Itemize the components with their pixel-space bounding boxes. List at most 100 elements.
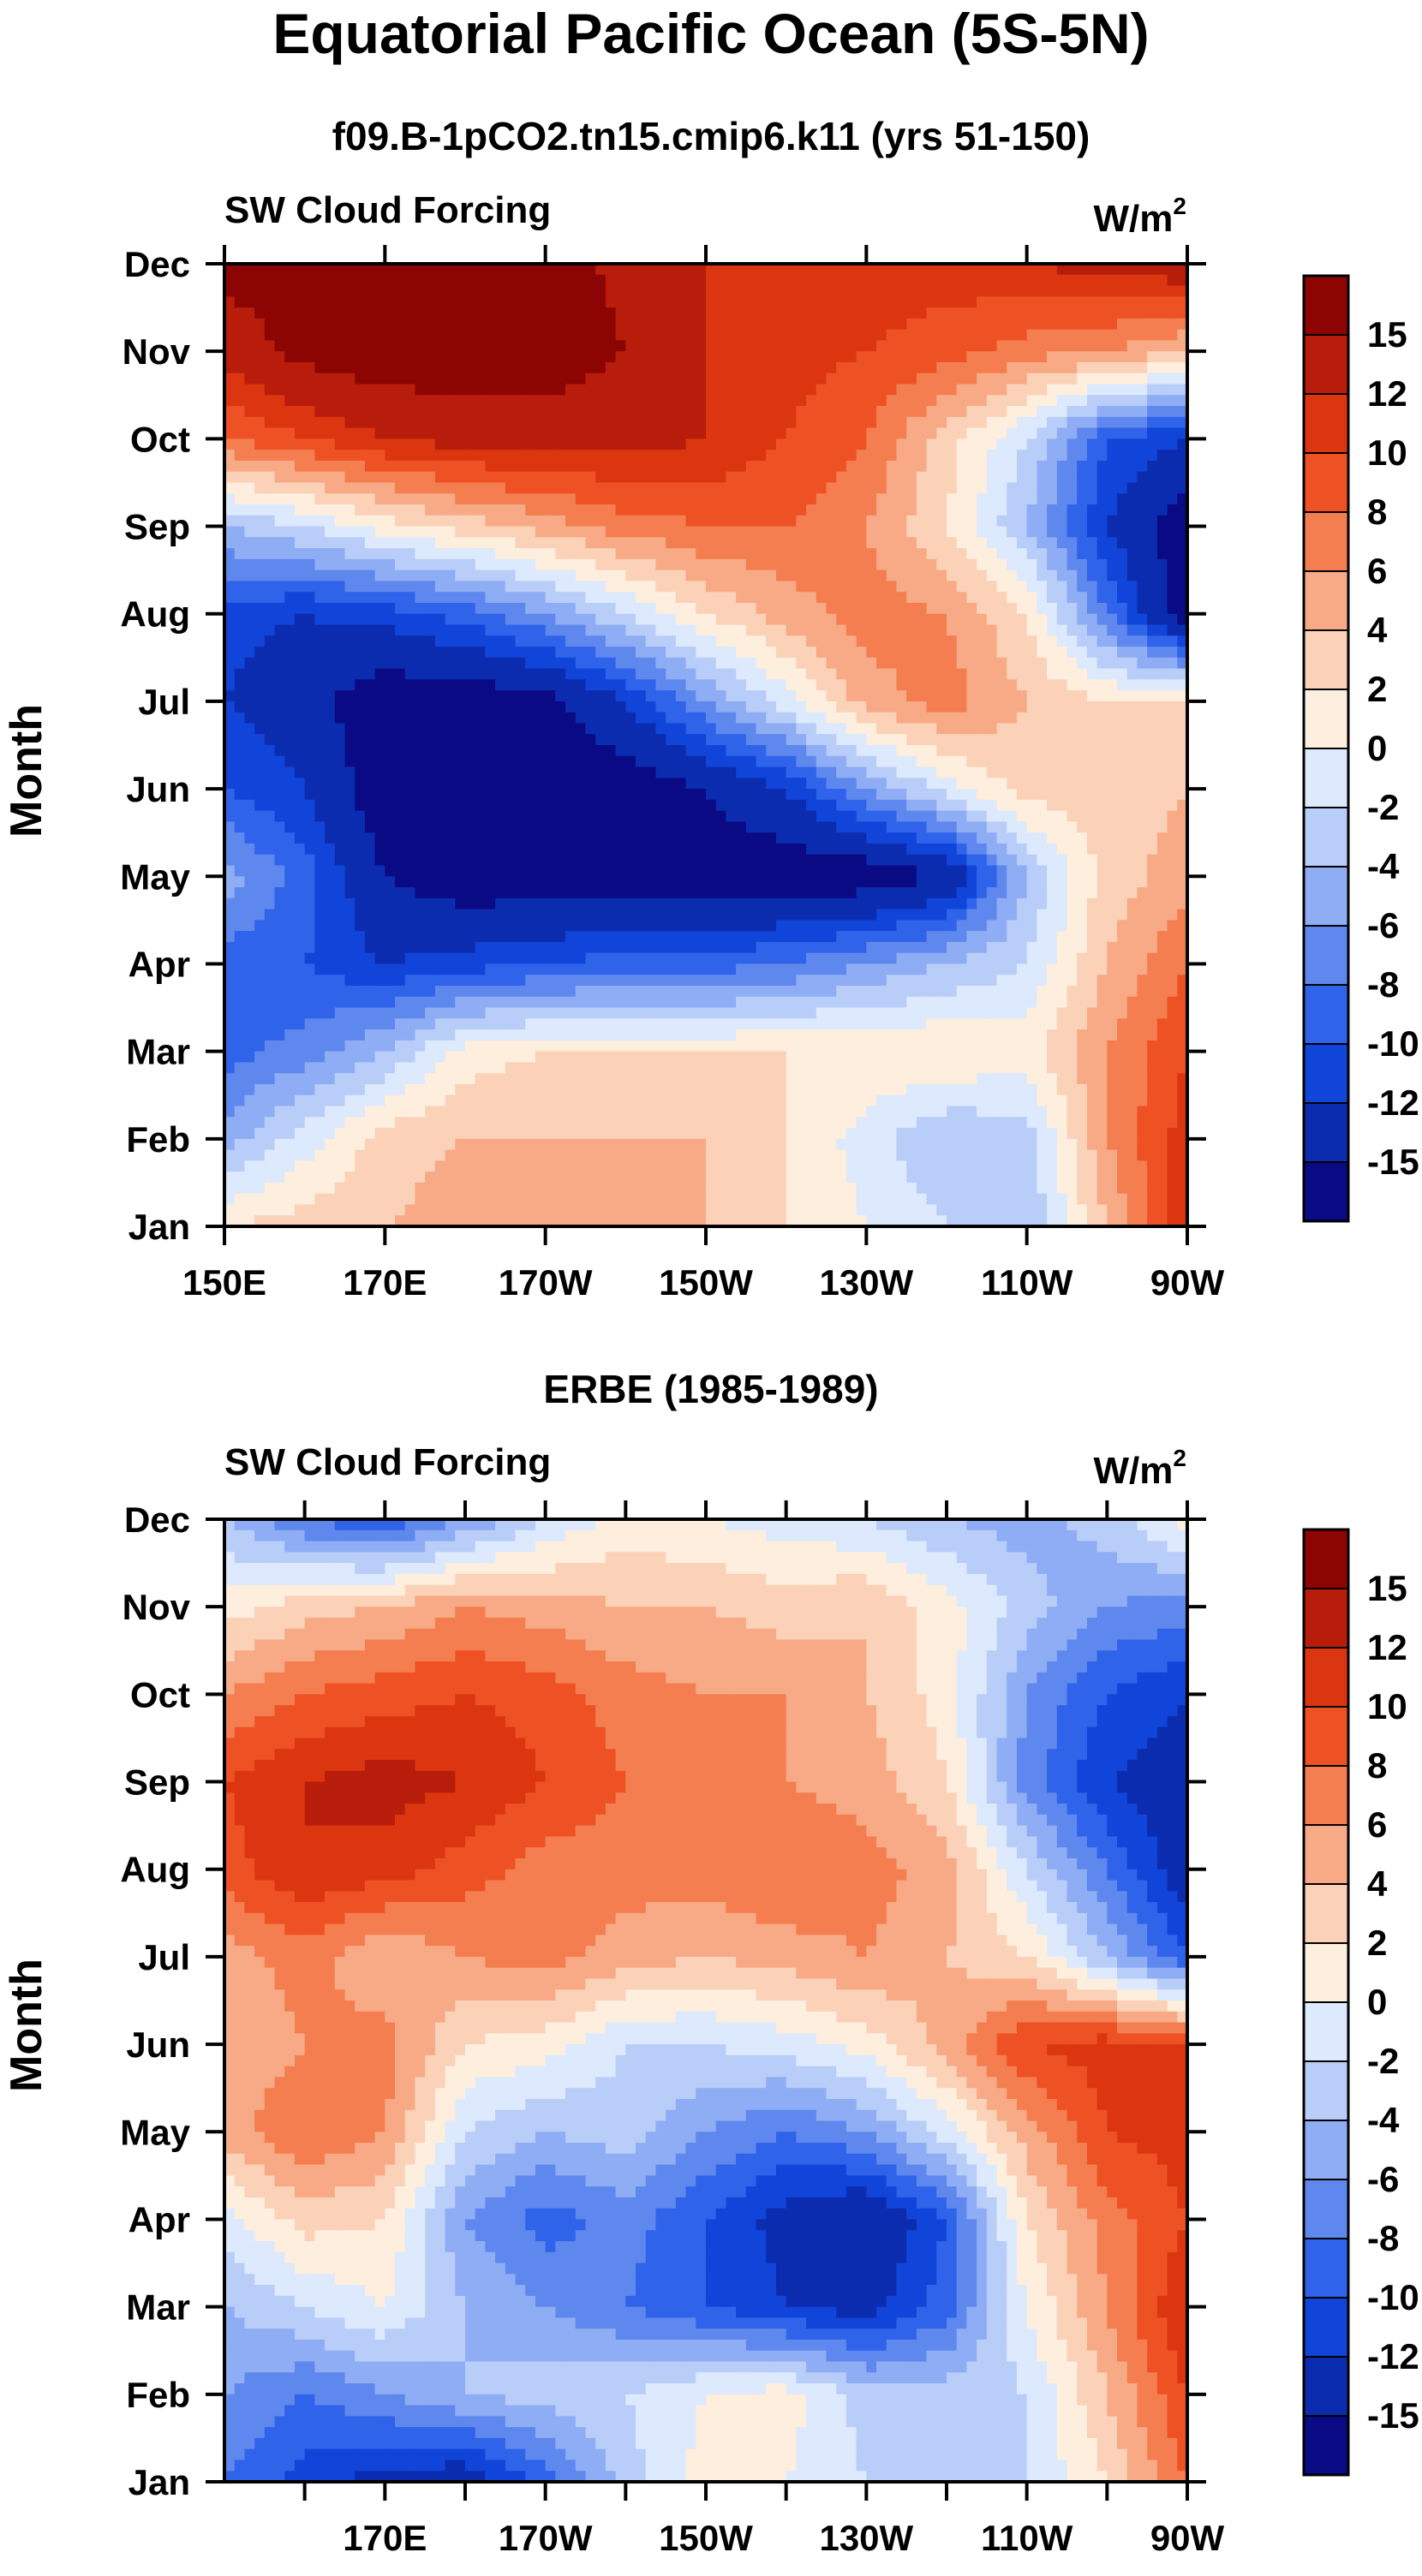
contour-cell bbox=[1096, 460, 1108, 473]
contour-cell bbox=[234, 668, 246, 680]
contour-cell bbox=[986, 647, 998, 659]
contour-cell bbox=[766, 624, 777, 636]
contour-cell bbox=[244, 723, 255, 735]
contour-cell bbox=[896, 745, 907, 757]
contour-cell bbox=[1147, 548, 1158, 560]
contour-cell bbox=[696, 526, 707, 538]
contour-cell bbox=[455, 810, 466, 823]
contour-cell bbox=[374, 285, 385, 297]
contour-cell bbox=[786, 810, 797, 823]
contour-cell bbox=[314, 690, 326, 702]
contour-cell bbox=[234, 734, 246, 746]
contour-cell bbox=[525, 821, 536, 833]
contour-cell bbox=[936, 482, 947, 494]
contour-cell bbox=[1107, 427, 1118, 439]
contour-cell bbox=[1137, 537, 1148, 549]
contour-cell bbox=[344, 526, 356, 538]
contour-cell bbox=[845, 712, 857, 724]
contour-cell bbox=[264, 647, 276, 659]
contour-cell bbox=[425, 592, 436, 604]
contour-cell bbox=[856, 504, 867, 516]
contour-cell bbox=[1047, 416, 1058, 429]
contour-cell bbox=[685, 558, 696, 571]
contour-cell bbox=[505, 613, 517, 626]
contour-cell bbox=[314, 274, 326, 287]
contour-cell bbox=[404, 515, 416, 528]
contour-cell bbox=[334, 274, 346, 287]
contour-cell bbox=[1117, 537, 1128, 549]
contour-cell bbox=[224, 581, 236, 593]
contour-cell bbox=[334, 712, 346, 724]
contour-cell bbox=[1037, 745, 1048, 757]
contour-cell bbox=[866, 712, 877, 724]
contour-cell bbox=[916, 581, 928, 593]
contour-cell bbox=[385, 647, 396, 659]
contour-cell bbox=[715, 581, 727, 593]
contour-cell bbox=[555, 460, 566, 473]
contour-cell bbox=[404, 537, 416, 549]
contour-cell bbox=[1107, 361, 1118, 374]
contour-cell bbox=[947, 450, 958, 462]
contour-cell bbox=[525, 416, 536, 429]
contour-cell bbox=[977, 274, 988, 287]
contour-cell bbox=[886, 701, 898, 713]
contour-cell bbox=[866, 635, 877, 647]
contour-cell bbox=[966, 537, 977, 549]
contour-cell bbox=[455, 416, 466, 429]
contour-cell bbox=[1167, 789, 1178, 801]
contour-cell bbox=[1117, 274, 1128, 287]
contour-cell bbox=[816, 351, 828, 363]
contour-cell bbox=[395, 471, 406, 484]
contour-cell bbox=[294, 373, 306, 385]
contour-cell bbox=[264, 789, 276, 801]
contour-cell bbox=[896, 613, 907, 626]
contour-cell bbox=[947, 460, 958, 473]
contour-cell bbox=[636, 438, 647, 450]
contour-cell bbox=[1077, 504, 1088, 516]
contour-cell bbox=[1117, 602, 1128, 615]
contour-cell bbox=[605, 296, 617, 308]
contour-cell bbox=[615, 723, 626, 735]
contour-cell bbox=[906, 471, 917, 484]
contour-cell bbox=[775, 701, 787, 713]
contour-cell bbox=[325, 647, 336, 659]
contour-cell bbox=[745, 602, 757, 615]
contour-cell bbox=[244, 569, 255, 582]
contour-cell bbox=[745, 438, 757, 450]
contour-cell bbox=[876, 296, 887, 308]
contour-cell bbox=[856, 537, 867, 549]
contour-cell bbox=[254, 602, 266, 615]
contour-cell bbox=[244, 373, 255, 385]
contour-cell bbox=[826, 460, 837, 473]
contour-cell bbox=[615, 384, 626, 396]
contour-cell bbox=[986, 264, 998, 276]
contour-cell bbox=[696, 690, 707, 702]
contour-cell bbox=[475, 690, 487, 702]
contour-cell bbox=[685, 799, 696, 812]
contour-cell bbox=[1137, 723, 1148, 735]
contour-cell bbox=[475, 778, 487, 790]
contour-cell bbox=[796, 679, 807, 691]
contour-cell bbox=[344, 690, 356, 702]
contour-cell bbox=[675, 810, 687, 823]
contour-cell bbox=[404, 427, 416, 439]
contour-cell bbox=[796, 701, 807, 713]
contour-cell bbox=[1177, 329, 1188, 342]
contour-cell bbox=[655, 624, 666, 636]
contour-cell bbox=[1047, 493, 1058, 505]
contour-cell bbox=[625, 384, 636, 396]
contour-cell bbox=[775, 526, 787, 538]
contour-cell bbox=[415, 723, 426, 735]
contour-cell bbox=[696, 821, 707, 833]
contour-cell bbox=[977, 766, 988, 778]
contour-cell bbox=[916, 504, 928, 516]
contour-cell bbox=[485, 755, 496, 768]
contour-cell bbox=[234, 602, 246, 615]
contour-cell bbox=[1107, 789, 1118, 801]
contour-cell bbox=[736, 515, 747, 528]
contour-cell bbox=[1066, 384, 1078, 396]
contour-cell bbox=[434, 450, 446, 462]
contour-cell bbox=[956, 613, 968, 626]
contour-cell bbox=[1147, 569, 1158, 582]
contour-cell bbox=[254, 789, 266, 801]
